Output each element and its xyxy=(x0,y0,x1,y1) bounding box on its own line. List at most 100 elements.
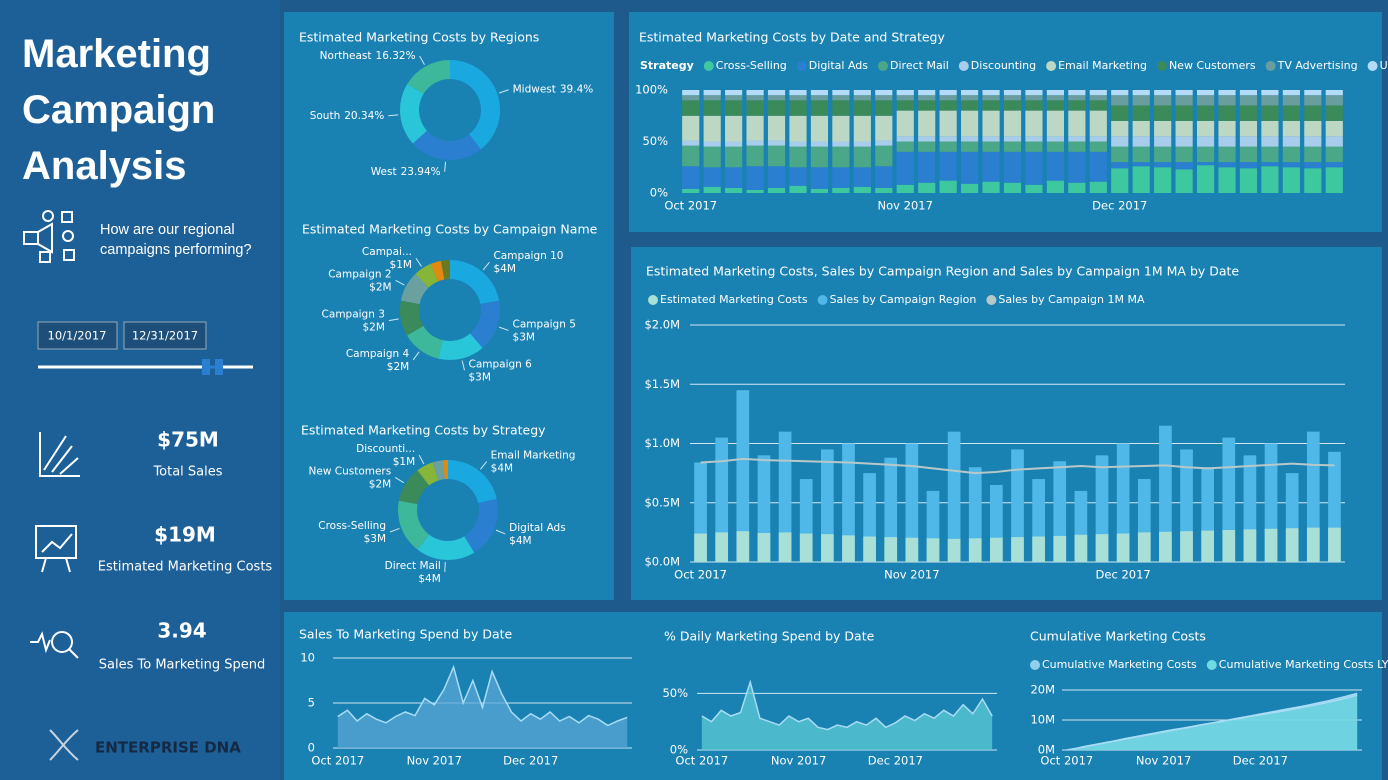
bar-segment xyxy=(1089,141,1107,152)
chart-title: Estimated Marketing Costs by Campaign Na… xyxy=(302,222,598,237)
slice xyxy=(398,470,430,505)
bar-segment xyxy=(1239,90,1258,96)
legend-label: Sales by Campaign Region xyxy=(830,293,977,306)
bar-segment xyxy=(961,183,979,193)
bar-segment xyxy=(725,187,743,193)
bar xyxy=(884,457,898,562)
bar-segment xyxy=(1282,90,1300,96)
slice-name: Campaign 5 xyxy=(513,318,576,330)
bar-segment xyxy=(1282,167,1300,193)
bar-segment xyxy=(746,95,764,101)
bar-segment xyxy=(1282,105,1300,121)
bar xyxy=(1011,537,1024,562)
slice-name: Direct Mail xyxy=(385,560,441,572)
bar xyxy=(757,532,771,562)
bar-segment xyxy=(918,151,936,183)
area-line xyxy=(1066,694,1358,751)
bar-segment xyxy=(1325,95,1343,106)
bar-segment xyxy=(1282,95,1300,106)
bar-segment xyxy=(1239,136,1258,147)
bar-segment xyxy=(1175,146,1193,163)
x-tick-label: Dec 2017 xyxy=(503,754,558,768)
bar xyxy=(715,532,729,562)
bar-segment xyxy=(1196,162,1215,166)
leader-line xyxy=(498,89,509,94)
slice-label: Campaign 10 $4M xyxy=(493,250,563,275)
bar-segment xyxy=(810,90,829,96)
slice-name: Discounti... xyxy=(356,443,415,455)
bar-segment xyxy=(1154,162,1172,168)
y-tick-label: 50% xyxy=(662,686,688,700)
bar-segment xyxy=(832,100,850,116)
bar-segment xyxy=(1046,90,1064,96)
bar-segment xyxy=(1239,120,1258,137)
bar-segment xyxy=(1089,181,1107,193)
bar-segment xyxy=(853,167,871,187)
bar-segment xyxy=(918,90,936,96)
bar-segment xyxy=(767,95,786,101)
bar-segment xyxy=(875,187,893,193)
y-tick-label: 10 xyxy=(300,651,315,665)
bar-segment xyxy=(1196,146,1215,163)
bar-segment xyxy=(853,90,871,96)
legend-swatch xyxy=(796,61,807,71)
bar xyxy=(1159,531,1172,562)
slice xyxy=(398,500,430,550)
slice-label: Discounti... $1M xyxy=(356,443,415,468)
bar-segment xyxy=(810,167,829,189)
bar xyxy=(1011,449,1024,562)
slice-name: Midwest xyxy=(513,84,556,96)
bar-segment xyxy=(1003,110,1022,137)
bar-segment xyxy=(682,140,700,146)
date-input[interactable] xyxy=(123,321,207,350)
date-input[interactable] xyxy=(37,321,118,350)
logo: ENTERPRISE DNA xyxy=(95,739,241,757)
bar-segment xyxy=(1046,151,1064,181)
bar xyxy=(842,443,855,562)
bar-segment xyxy=(1132,136,1150,147)
bar-segment xyxy=(961,95,979,101)
bar-segment xyxy=(896,95,914,101)
legend-swatch xyxy=(1046,61,1057,71)
slice-label: Campaign 2 $2M xyxy=(328,268,391,293)
bar-segment xyxy=(1003,182,1022,193)
bar-segment xyxy=(1068,141,1086,152)
bar-segment xyxy=(810,100,829,116)
x-tick-label: Nov 2017 xyxy=(884,568,939,582)
slice xyxy=(450,60,500,150)
bar-segment xyxy=(875,140,893,146)
kpi-value: $75M xyxy=(157,428,219,452)
slice-value: 20.34% xyxy=(344,110,384,122)
bar-segment xyxy=(1304,95,1322,106)
bar-segment xyxy=(1068,95,1086,101)
bar-segment xyxy=(875,90,893,96)
bar xyxy=(1137,532,1151,562)
bar-segment xyxy=(1196,95,1215,106)
bar-segment xyxy=(1304,162,1322,169)
bar-segment xyxy=(982,181,1000,193)
ratio-icon xyxy=(30,631,79,659)
x-tick-label: Dec 2017 xyxy=(1092,199,1147,213)
bar-segment xyxy=(1196,165,1215,193)
x-tick-label: Dec 2017 xyxy=(868,754,923,768)
slice-value: $4M xyxy=(493,263,515,275)
bar-segment xyxy=(1325,162,1343,168)
slice xyxy=(415,263,438,288)
bar-segment xyxy=(789,115,807,142)
bar-segment xyxy=(1239,168,1258,193)
slice-name: Digital Ads xyxy=(509,522,566,534)
chart-title: Estimated Marketing Costs, Sales by Camp… xyxy=(646,264,1239,279)
slice-label: New Customers $2M xyxy=(309,465,392,490)
slice xyxy=(417,462,439,486)
slice-value: $4M xyxy=(418,573,440,585)
chart-title: Cumulative Marketing Costs xyxy=(1030,629,1206,644)
bar-segment xyxy=(746,100,764,116)
bar xyxy=(968,538,982,562)
bar-segment xyxy=(1196,90,1215,96)
legend-label: Cross-Selling xyxy=(716,59,787,72)
leader-line xyxy=(415,257,422,267)
bar-segment xyxy=(1218,95,1236,106)
bar xyxy=(1116,443,1130,562)
bar-segment xyxy=(896,184,914,193)
bar xyxy=(884,537,898,562)
